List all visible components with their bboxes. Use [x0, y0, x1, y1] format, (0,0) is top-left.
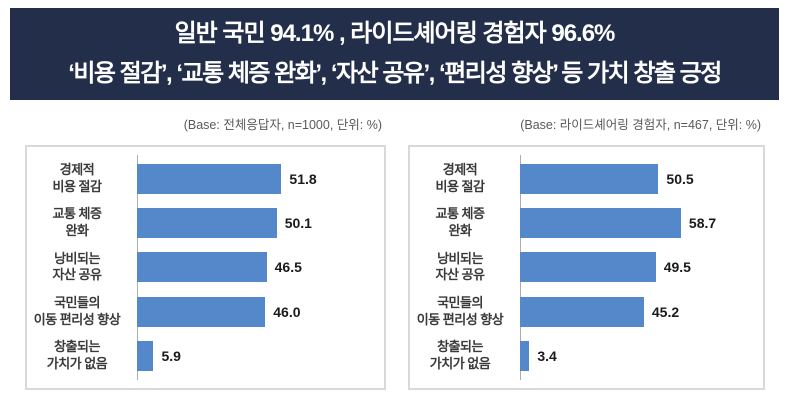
chart-row: 경제적 비용 절감 50.5: [410, 162, 753, 196]
value-label: 46.5: [274, 259, 302, 276]
chart-row: 창출되는 가치가 없음 5.9: [27, 339, 374, 373]
base-caption: (Base: 라이드셰어링 경험자, n=467, 단위: %): [520, 118, 761, 132]
chart-row: 국민들의 이동 편리성 향상 46.0: [27, 295, 374, 329]
chart-row: 국민들의 이동 편리성 향상 45.2: [410, 295, 753, 329]
value-label: 58.7: [688, 215, 717, 232]
category-label: 교통 체증 완화: [435, 206, 485, 239]
bar: [520, 296, 644, 327]
bar-chart-panel: 경제적 비용 절감 51.8 교통 체증 완화 50.1 낭비되는 자산 공유 …: [25, 145, 386, 390]
bar: [137, 164, 282, 195]
value-label: 51.8: [289, 171, 317, 188]
value-label: 5.9: [161, 347, 181, 364]
bar: [520, 252, 656, 283]
chart-row: 교통 체증 완화 58.7: [410, 206, 753, 240]
category-label: 낭비되는 자산 공유: [435, 250, 485, 283]
value-label: 46.0: [273, 303, 301, 320]
category-label: 창출되는 가치가 없음: [429, 338, 491, 371]
category-label: 교통 체증 완화: [52, 206, 102, 239]
chart-row: 교통 체증 완화 50.1: [27, 206, 374, 240]
value-label: 3.4: [537, 347, 557, 364]
category-label: 창출되는 가치가 없음: [46, 338, 108, 371]
value-label: 49.5: [663, 259, 691, 276]
value-label: 45.2: [651, 303, 680, 320]
bar: [137, 252, 267, 283]
bar-chart-panel: 경제적 비용 절감 50.5 교통 체증 완화 58.7 낭비되는 자산 공유 …: [408, 145, 765, 390]
category-label: 국민들의 이동 편리성 향상: [33, 294, 121, 327]
category-label: 국민들의 이동 편리성 향상: [416, 294, 504, 327]
chart-row: 낭비되는 자산 공유 46.5: [27, 251, 374, 285]
chart-section-rideshare-experienced: (Base: 라이드셰어링 경험자, n=467, 단위: %) 경제적 비용 …: [408, 112, 765, 390]
base-caption: (Base: 전체응답자, n=1000, 단위: %): [183, 118, 382, 132]
bar: [520, 164, 659, 195]
headline-line-1: 일반 국민 94.1% , 라이드셰어링 경험자 96.6%: [174, 20, 616, 48]
chart-section-general-public: (Base: 전체응답자, n=1000, 단위: %) 경제적 비용 절감 5…: [25, 112, 386, 390]
chart-row: 경제적 비용 절감 51.8: [27, 162, 374, 196]
bar: [137, 340, 154, 371]
headline-banner: 일반 국민 94.1% , 라이드셰어링 경험자 96.6% ‘비용 절감’, …: [10, 8, 779, 100]
category-label: 경제적 비용 절감: [435, 162, 485, 195]
category-label: 경제적 비용 절감: [52, 162, 102, 195]
bar: [137, 208, 277, 239]
bar: [520, 208, 681, 239]
chart-row: 창출되는 가치가 없음 3.4: [410, 339, 753, 373]
bar: [520, 340, 530, 371]
bar: [137, 296, 266, 327]
chart-row: 낭비되는 자산 공유 49.5: [410, 251, 753, 285]
category-label: 낭비되는 자산 공유: [52, 250, 102, 283]
headline-line-2: ‘비용 절감’, ‘교통 체증 완화’, ‘자산 공유’, ‘편리성 향상’ 등…: [68, 59, 722, 87]
value-label: 50.1: [284, 215, 312, 232]
value-label: 50.5: [666, 171, 694, 188]
